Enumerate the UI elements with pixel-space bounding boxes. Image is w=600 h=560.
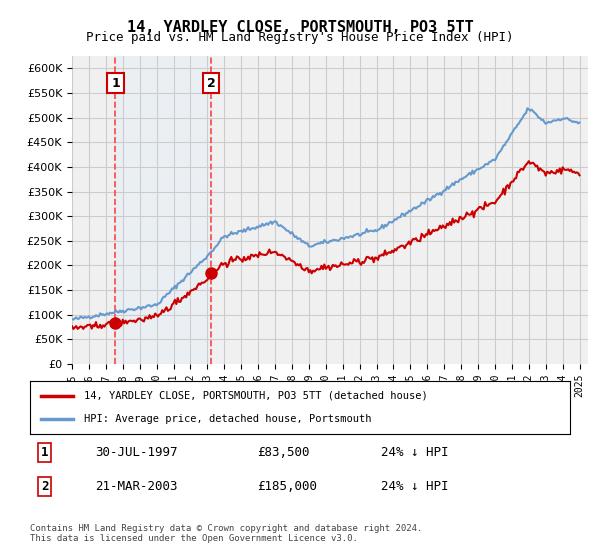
Text: 1: 1 — [111, 77, 120, 90]
Text: 2: 2 — [206, 77, 215, 90]
Text: 21-MAR-2003: 21-MAR-2003 — [95, 480, 178, 493]
Text: 30-JUL-1997: 30-JUL-1997 — [95, 446, 178, 459]
Text: 24% ↓ HPI: 24% ↓ HPI — [381, 446, 449, 459]
Text: 2: 2 — [41, 480, 48, 493]
Bar — [115, 56, 211, 364]
Text: Contains HM Land Registry data © Crown copyright and database right 2024.
This d: Contains HM Land Registry data © Crown c… — [30, 524, 422, 543]
Text: Price paid vs. HM Land Registry's House Price Index (HPI): Price paid vs. HM Land Registry's House … — [86, 31, 514, 44]
Text: £185,000: £185,000 — [257, 480, 317, 493]
Text: 14, YARDLEY CLOSE, PORTSMOUTH, PO3 5TT: 14, YARDLEY CLOSE, PORTSMOUTH, PO3 5TT — [127, 20, 473, 35]
Text: 14, YARDLEY CLOSE, PORTSMOUTH, PO3 5TT (detached house): 14, YARDLEY CLOSE, PORTSMOUTH, PO3 5TT (… — [84, 391, 428, 401]
Text: 1: 1 — [41, 446, 48, 459]
Text: HPI: Average price, detached house, Portsmouth: HPI: Average price, detached house, Port… — [84, 414, 371, 424]
Text: 24% ↓ HPI: 24% ↓ HPI — [381, 480, 449, 493]
Text: £83,500: £83,500 — [257, 446, 310, 459]
